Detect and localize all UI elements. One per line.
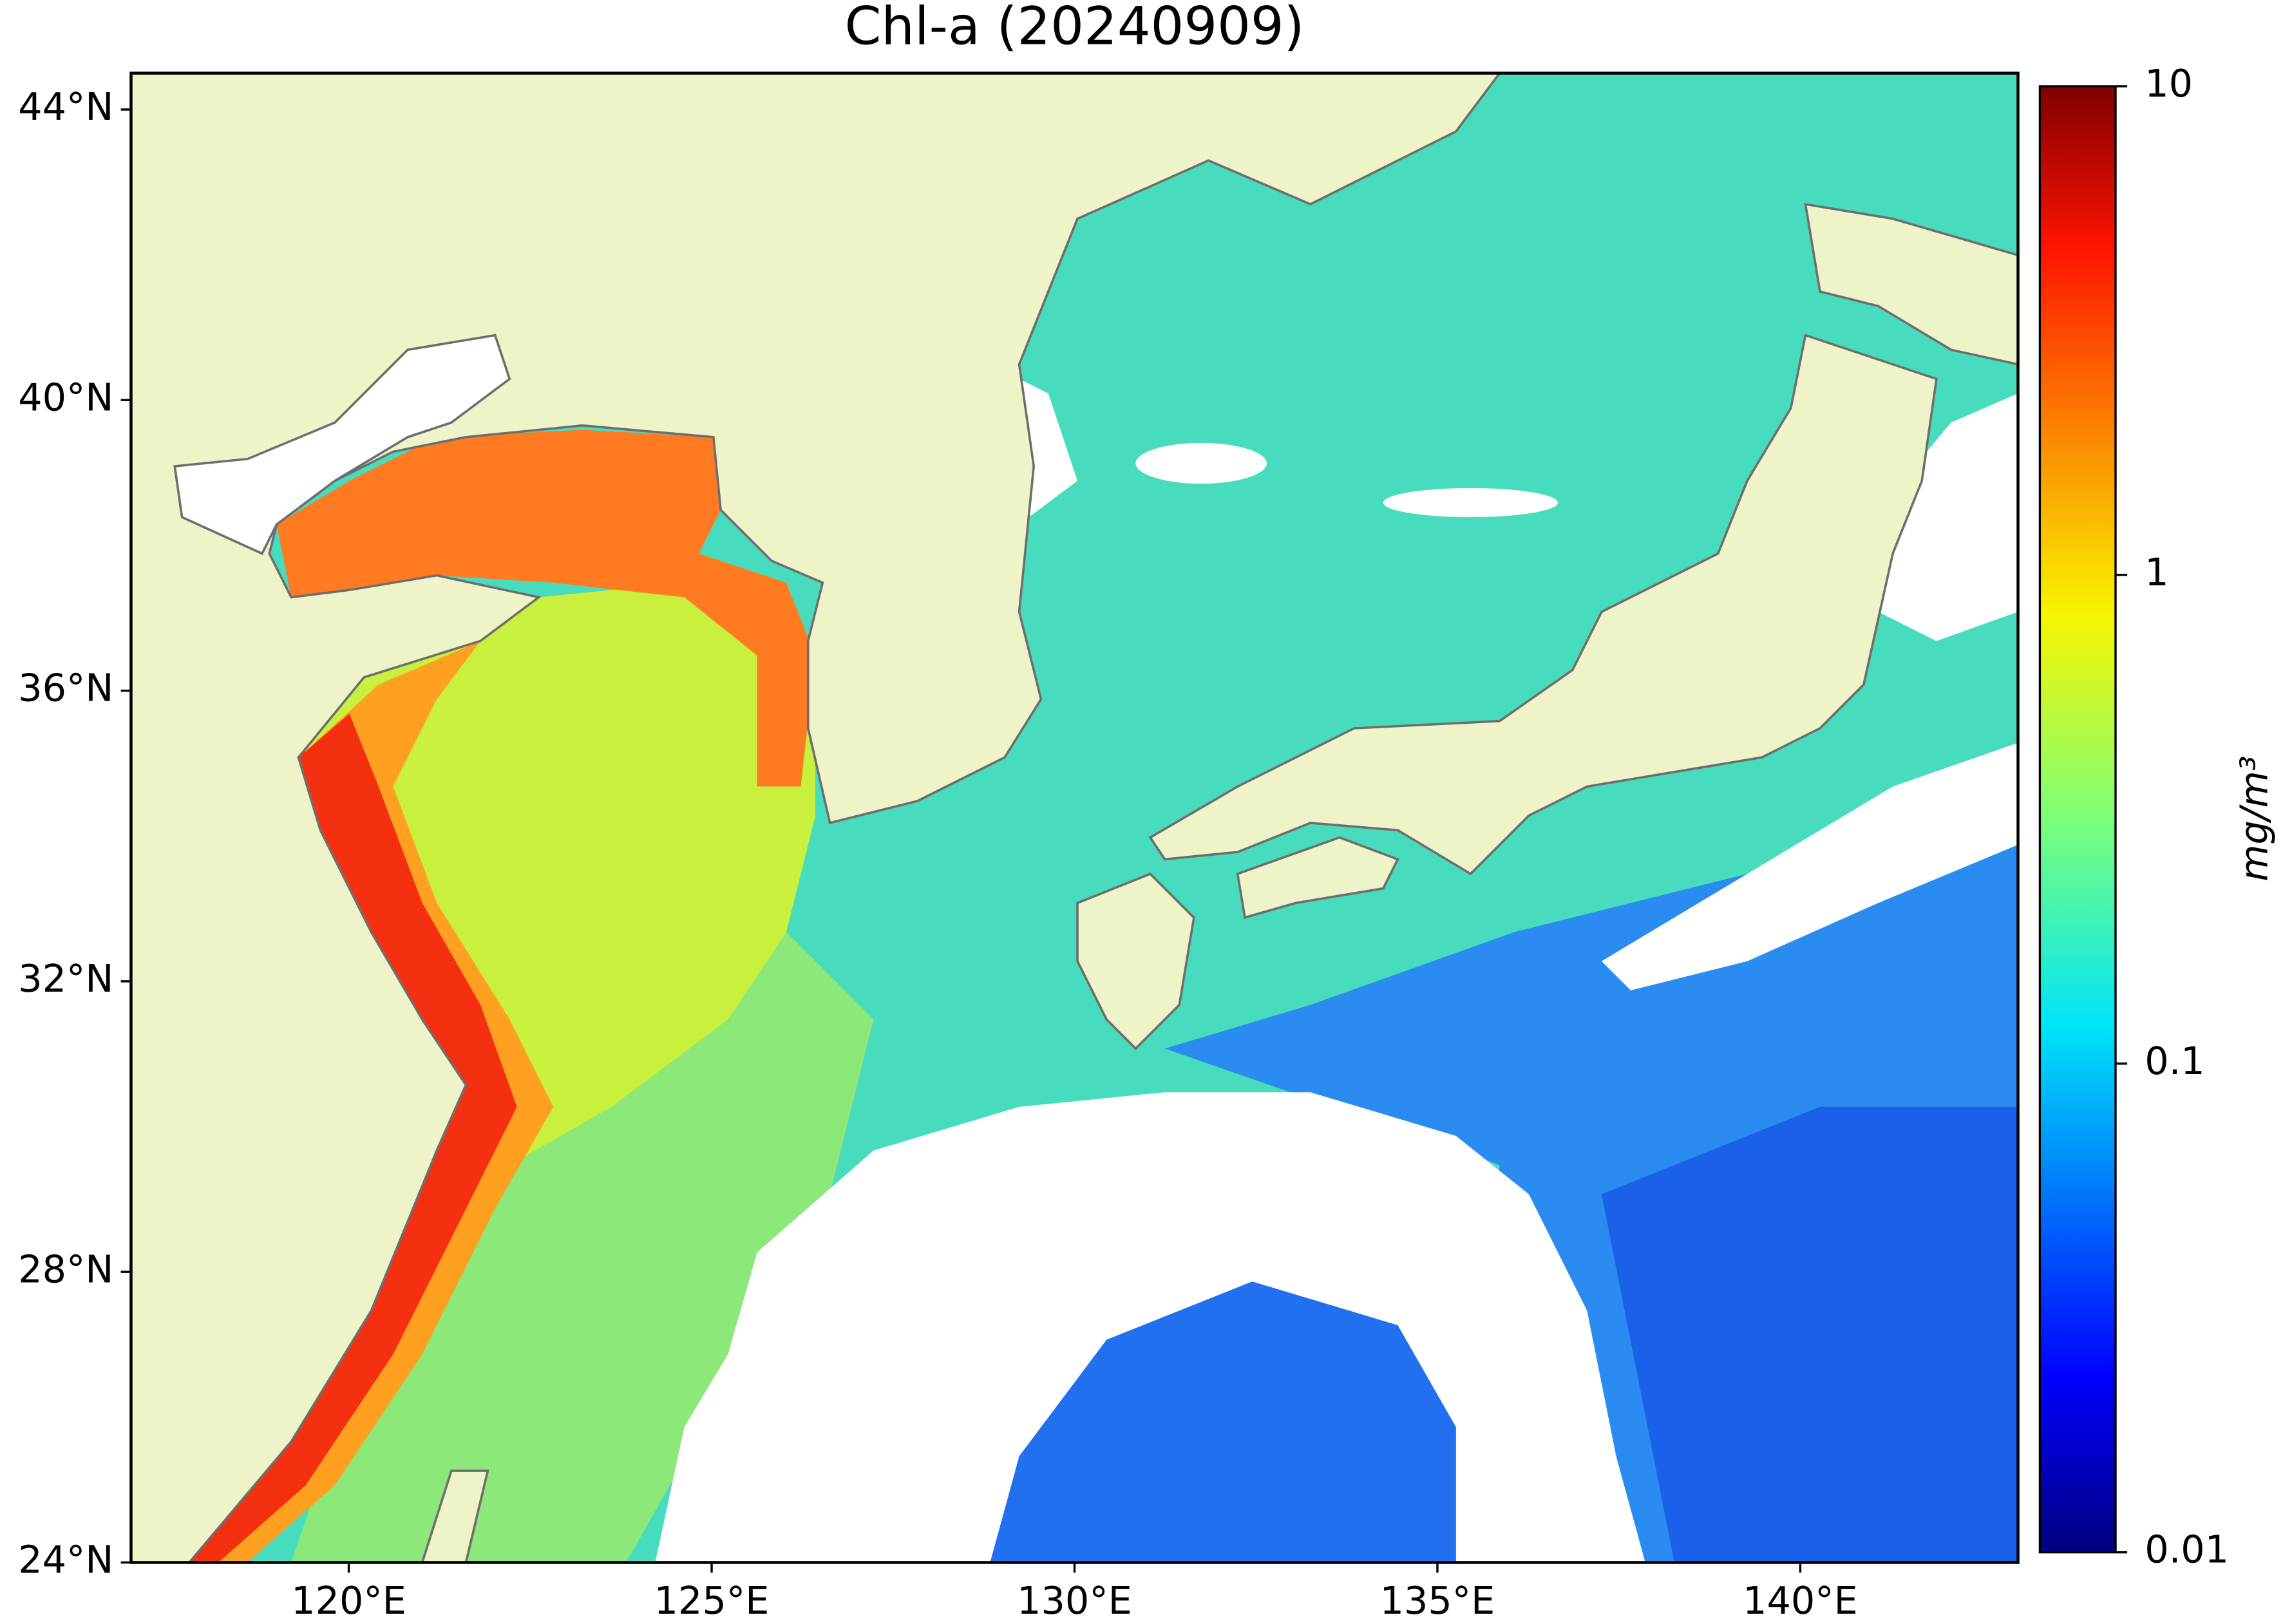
y-tick-label: 32°N: [18, 956, 113, 1001]
y-tick-label: 44°N: [18, 84, 113, 129]
y-tick-label: 40°N: [18, 375, 113, 419]
x-tick-label: 125°E: [654, 1578, 770, 1623]
taiwan: [421, 1469, 489, 1563]
map-title: Chl-a (20240909): [845, 0, 1305, 57]
colorbar-tick-label: 1: [2145, 550, 2168, 594]
colorbar: [2038, 85, 2117, 1554]
cloud: [1878, 393, 2018, 641]
pacific-deep: [1601, 1106, 2018, 1563]
cloud: [1601, 742, 2018, 990]
y-tick-label: 24°N: [18, 1538, 113, 1582]
colorbar-tick-label: 0.01: [2145, 1527, 2229, 1572]
shikoku: [1236, 836, 1399, 920]
cloud: [1135, 442, 1267, 484]
colorbar-tick-label: 10: [2145, 61, 2193, 106]
cloud: [1383, 487, 1558, 518]
colorbar-label: mg/m³: [2231, 756, 2276, 882]
coastal-red: [189, 713, 517, 1563]
y-tick-label: 28°N: [18, 1247, 113, 1291]
bohai-coast: [276, 430, 816, 787]
bohai-cloud: [173, 334, 511, 556]
y-tick-label: 36°N: [18, 666, 113, 710]
kyushu: [1076, 872, 1195, 1050]
mainland: [131, 73, 1501, 1563]
map-area: [131, 73, 2018, 1563]
x-tick-label: 140°E: [1743, 1578, 1858, 1623]
colorbar-tick-label: 0.1: [2145, 1039, 2204, 1083]
x-tick-label: 120°E: [291, 1578, 406, 1623]
x-tick-label: 135°E: [1380, 1578, 1495, 1623]
open-sea: [990, 1281, 1456, 1563]
sea-green: [291, 932, 874, 1563]
hokkaido: [1804, 202, 2018, 366]
x-tick-label: 130°E: [1017, 1578, 1132, 1623]
honshu: [1148, 334, 1938, 876]
